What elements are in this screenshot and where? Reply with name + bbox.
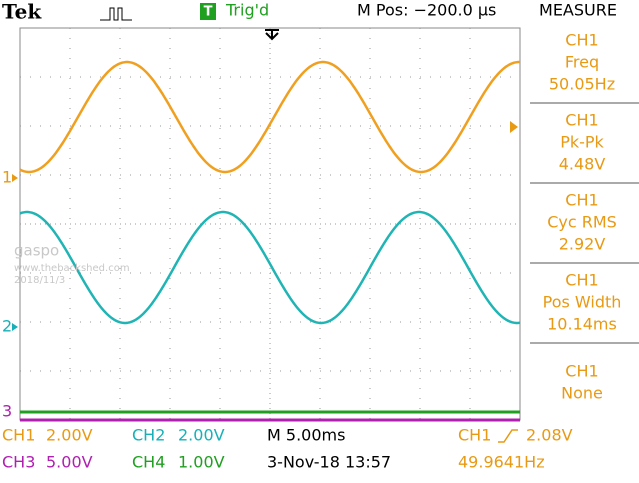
ch2-label: CH2 xyxy=(132,426,165,445)
measure-value: 10.14ms xyxy=(547,315,617,334)
ch1-marker: 1 xyxy=(2,168,12,187)
brand: Tek xyxy=(2,0,42,24)
ch1-scale: 2.00V xyxy=(46,426,93,445)
trigger-box-label: T xyxy=(204,5,213,20)
measure-label: Cyc RMS xyxy=(547,213,617,232)
trigger-level: 2.08V xyxy=(526,426,573,445)
ch2-marker: 2 xyxy=(2,317,12,336)
measure-channel: CH1 xyxy=(565,362,598,381)
measure-label: Pos Width xyxy=(543,293,622,312)
trigger-level-arrow xyxy=(510,121,518,133)
ch4-label: CH4 xyxy=(132,453,165,472)
watermark-date: 2018/11/3 xyxy=(14,275,65,286)
ch2-scale: 2.00V xyxy=(178,426,225,445)
ch1-arrow xyxy=(12,174,18,182)
trigger-position-marker xyxy=(265,29,279,41)
watermark-name: gaspo xyxy=(14,242,59,260)
ch2-trace xyxy=(19,210,521,325)
ch3-label: CH3 xyxy=(2,453,35,472)
measure-label: None xyxy=(561,384,603,403)
datetime: 3-Nov-18 13:57 xyxy=(267,453,391,472)
measure-value: 2.92V xyxy=(559,235,606,254)
timebase: M 5.00ms xyxy=(267,426,345,445)
measure-label: Pk-Pk xyxy=(560,133,604,152)
measure-panel: CH1 Freq 50.05Hz CH1 Pk-Pk 4.48V CH1 Cyc RMS 2.9… xyxy=(530,31,639,403)
measure-channel: CH1 xyxy=(565,111,598,130)
measure-label: Freq xyxy=(565,53,599,72)
watermark-site: www.thebackshed.com xyxy=(14,263,130,274)
graticule xyxy=(19,27,521,421)
measure-value: 50.05Hz xyxy=(549,75,615,94)
frequency: 49.9641Hz xyxy=(458,453,545,472)
ch3-marker: 3 xyxy=(2,402,12,421)
measure-channel: CH1 xyxy=(565,31,598,50)
measure-value: 4.48V xyxy=(559,155,606,174)
measure-channel: CH1 xyxy=(565,191,598,210)
ch1-trace xyxy=(19,60,520,174)
trigger-source: CH1 xyxy=(458,426,491,445)
ch3-scale: 5.00V xyxy=(46,453,93,472)
menu-title: MEASURE xyxy=(539,1,617,20)
trigger-status: Trig'd xyxy=(225,1,269,20)
ch2-arrow xyxy=(12,323,18,331)
ch1-label: CH1 xyxy=(2,426,35,445)
acq-icon xyxy=(100,7,132,21)
position: M Pos: −200.0 µs xyxy=(357,1,496,20)
measure-channel: CH1 xyxy=(565,271,598,290)
ch4-scale: 1.00V xyxy=(178,453,225,472)
trigger-slope xyxy=(498,429,518,443)
trigger-box xyxy=(200,3,216,20)
